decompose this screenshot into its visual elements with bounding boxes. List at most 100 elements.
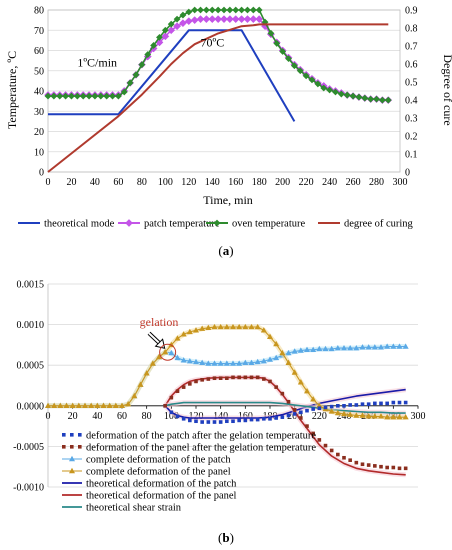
point-complete-deformation-of-the-panel — [211, 323, 218, 330]
point-oven-temperature — [302, 72, 310, 80]
chart-a-x-tick-label: 20 — [66, 177, 76, 188]
point-deformation-of-the-patch-after-the-gelation-temperature — [218, 420, 223, 424]
point-oven-temperature — [197, 6, 204, 14]
legend-label: patch temperature — [144, 219, 220, 230]
point-oven-temperature — [291, 62, 298, 70]
legend-item-patch-temperature: patch temperature — [118, 219, 220, 230]
point-oven-temperature — [44, 92, 52, 100]
legend-marker-oven-temperature — [213, 219, 221, 227]
point-patch-temperature — [225, 15, 234, 24]
legend-item-theoretical-deformation-of-the-patch: theoretical deformation of the patch — [62, 479, 237, 490]
point-deformation-of-the-patch-after-the-gelation-temperature — [280, 415, 285, 419]
point-deformation-of-the-patch-after-the-gelation-temperature — [262, 416, 266, 421]
chart-b-y-tick-label: -0.0010 — [13, 483, 44, 494]
point-deformation-of-the-panel-after-the-gelation-temperature — [212, 376, 217, 380]
point-deformation-of-the-panel-after-the-gelation-temperature — [305, 424, 309, 428]
chart-b-y-tick-label: 0.0005 — [17, 361, 45, 372]
point-deformation-of-the-patch-after-the-gelation-temperature — [286, 413, 291, 418]
point-oven-temperature — [308, 76, 316, 84]
point-deformation-of-the-panel-after-the-gelation-temperature — [268, 379, 272, 384]
series-deformation-of-the-panel-after-the-gelation-temperature — [163, 375, 408, 471]
point-complete-deformation-of-the-panel — [94, 402, 101, 408]
point-deformation-of-the-patch-after-the-gelation-temperature — [360, 402, 365, 406]
chart-b-panel-label: (b) — [218, 530, 234, 545]
point-oven-temperature — [138, 61, 146, 69]
chart-a-x-tick-label: 180 — [252, 177, 267, 188]
legend-item-theoretical-shear-strain: theoretical shear strain — [62, 503, 182, 514]
chart-a-axes: 0 10 20 30 40 50 60 70 80 0 0.1 0.2 0.3 0.4 0.5 0.6 0.7 0… — [34, 6, 418, 189]
point-deformation-of-the-patch-after-the-gelation-temperature — [181, 416, 186, 421]
line-theoretical-mode — [48, 29, 296, 122]
point-complete-deformation-of-the-panel — [353, 412, 360, 418]
point-patch-temperature — [249, 15, 258, 24]
point-deformation-of-the-panel-after-the-gelation-temperature — [299, 416, 303, 420]
point-deformation-of-the-panel-after-the-gelation-temperature — [379, 464, 383, 469]
point-complete-deformation-of-the-patch — [180, 357, 187, 363]
point-deformation-of-the-patch-after-the-gelation-temperature — [231, 419, 235, 424]
point-deformation-of-the-patch-after-the-gelation-temperature — [385, 401, 389, 406]
point-oven-temperature — [167, 20, 175, 28]
chart-a-y2-tick-label: 0.6 — [405, 60, 418, 71]
point-oven-temperature — [226, 6, 234, 14]
point-complete-deformation-of-the-patch — [186, 357, 193, 364]
point-deformation-of-the-patch-after-the-gelation-temperature — [188, 418, 192, 423]
legend-label: theoretical shear strain — [86, 503, 182, 514]
point-deformation-of-the-panel-after-the-gelation-temperature — [194, 379, 198, 384]
point-deformation-of-the-patch-after-the-gelation-temperature — [249, 417, 254, 422]
chart-a-x-tick-label: 260 — [346, 177, 361, 188]
legend-label: deformation of the panel after the gelat… — [86, 443, 316, 454]
point-complete-deformation-of-the-panel — [131, 392, 138, 399]
point-deformation-of-the-panel-after-the-gelation-temperature — [336, 452, 340, 457]
point-deformation-of-the-panel-after-the-gelation-temperature — [286, 399, 291, 404]
point-deformation-of-the-panel-after-the-gelation-temperature — [274, 385, 278, 389]
chart-a-y-tick-label: 0 — [39, 168, 44, 179]
point-oven-temperature — [208, 6, 216, 14]
point-oven-temperature — [361, 94, 369, 102]
point-complete-deformation-of-the-patch — [248, 359, 255, 365]
point-deformation-of-the-patch-after-the-gelation-temperature — [317, 406, 322, 411]
point-deformation-of-the-patch-after-the-gelation-temperature — [348, 403, 352, 407]
point-oven-temperature — [62, 92, 69, 100]
chart-a-x-tick-label: 0 — [46, 177, 51, 188]
point-deformation-of-the-panel-after-the-gelation-temperature — [163, 404, 167, 408]
legend-label: deformation of the patch after the gelat… — [86, 431, 316, 442]
legend-label: theoretical deformation of the panel — [86, 491, 237, 502]
chart-a-y2-tick-label: 0.7 — [405, 42, 418, 53]
point-deformation-of-the-patch-after-the-gelation-temperature — [268, 416, 272, 421]
point-oven-temperature — [73, 92, 81, 100]
chart-a-y2-axis-label: Degree of cure — [441, 54, 452, 125]
point-complete-deformation-of-the-panel — [88, 402, 95, 408]
point-deformation-of-the-patch-after-the-gelation-temperature — [299, 410, 303, 415]
point-oven-temperature — [267, 29, 275, 37]
point-complete-deformation-of-the-panel — [199, 325, 206, 331]
point-oven-temperature — [367, 95, 375, 103]
point-complete-deformation-of-the-panel — [242, 323, 249, 330]
point-complete-deformation-of-the-panel — [371, 413, 378, 419]
point-complete-deformation-of-the-panel — [304, 387, 310, 394]
chart-a-y-tick-label: 20 — [34, 127, 44, 138]
point-complete-deformation-of-the-panel — [236, 323, 243, 330]
point-deformation-of-the-patch-after-the-gelation-temperature — [194, 419, 198, 424]
point-oven-temperature — [179, 11, 187, 19]
point-complete-deformation-of-the-patch — [254, 358, 261, 365]
point-oven-temperature — [132, 71, 140, 79]
line-theoretical-shear-strain — [164, 401, 406, 414]
chart-a-x-tick-label: 80 — [137, 177, 147, 188]
point-oven-temperature — [337, 90, 345, 98]
point-oven-temperature — [85, 92, 93, 100]
point-oven-temperature — [97, 92, 105, 100]
point-complete-deformation-of-the-panel — [63, 402, 70, 408]
point-oven-temperature — [296, 67, 304, 75]
legend-item-theoretical-deformation-of-the-panel: theoretical deformation of the panel — [62, 491, 237, 502]
chart-a-annotation-hold: 70ºC — [201, 35, 225, 49]
chart-b-x-tick-label: 60 — [117, 411, 127, 422]
point-complete-deformation-of-the-patch — [260, 357, 267, 364]
point-oven-temperature — [249, 6, 257, 14]
point-complete-deformation-of-the-panel — [156, 353, 162, 360]
chart-a-series — [44, 6, 393, 173]
point-deformation-of-the-panel-after-the-gelation-temperature — [342, 455, 346, 460]
chart-a-x-tick-label: 280 — [369, 177, 384, 188]
point-complete-deformation-of-the-panel — [82, 402, 88, 408]
chart-b-y-tick-label: 0.0015 — [17, 280, 45, 291]
